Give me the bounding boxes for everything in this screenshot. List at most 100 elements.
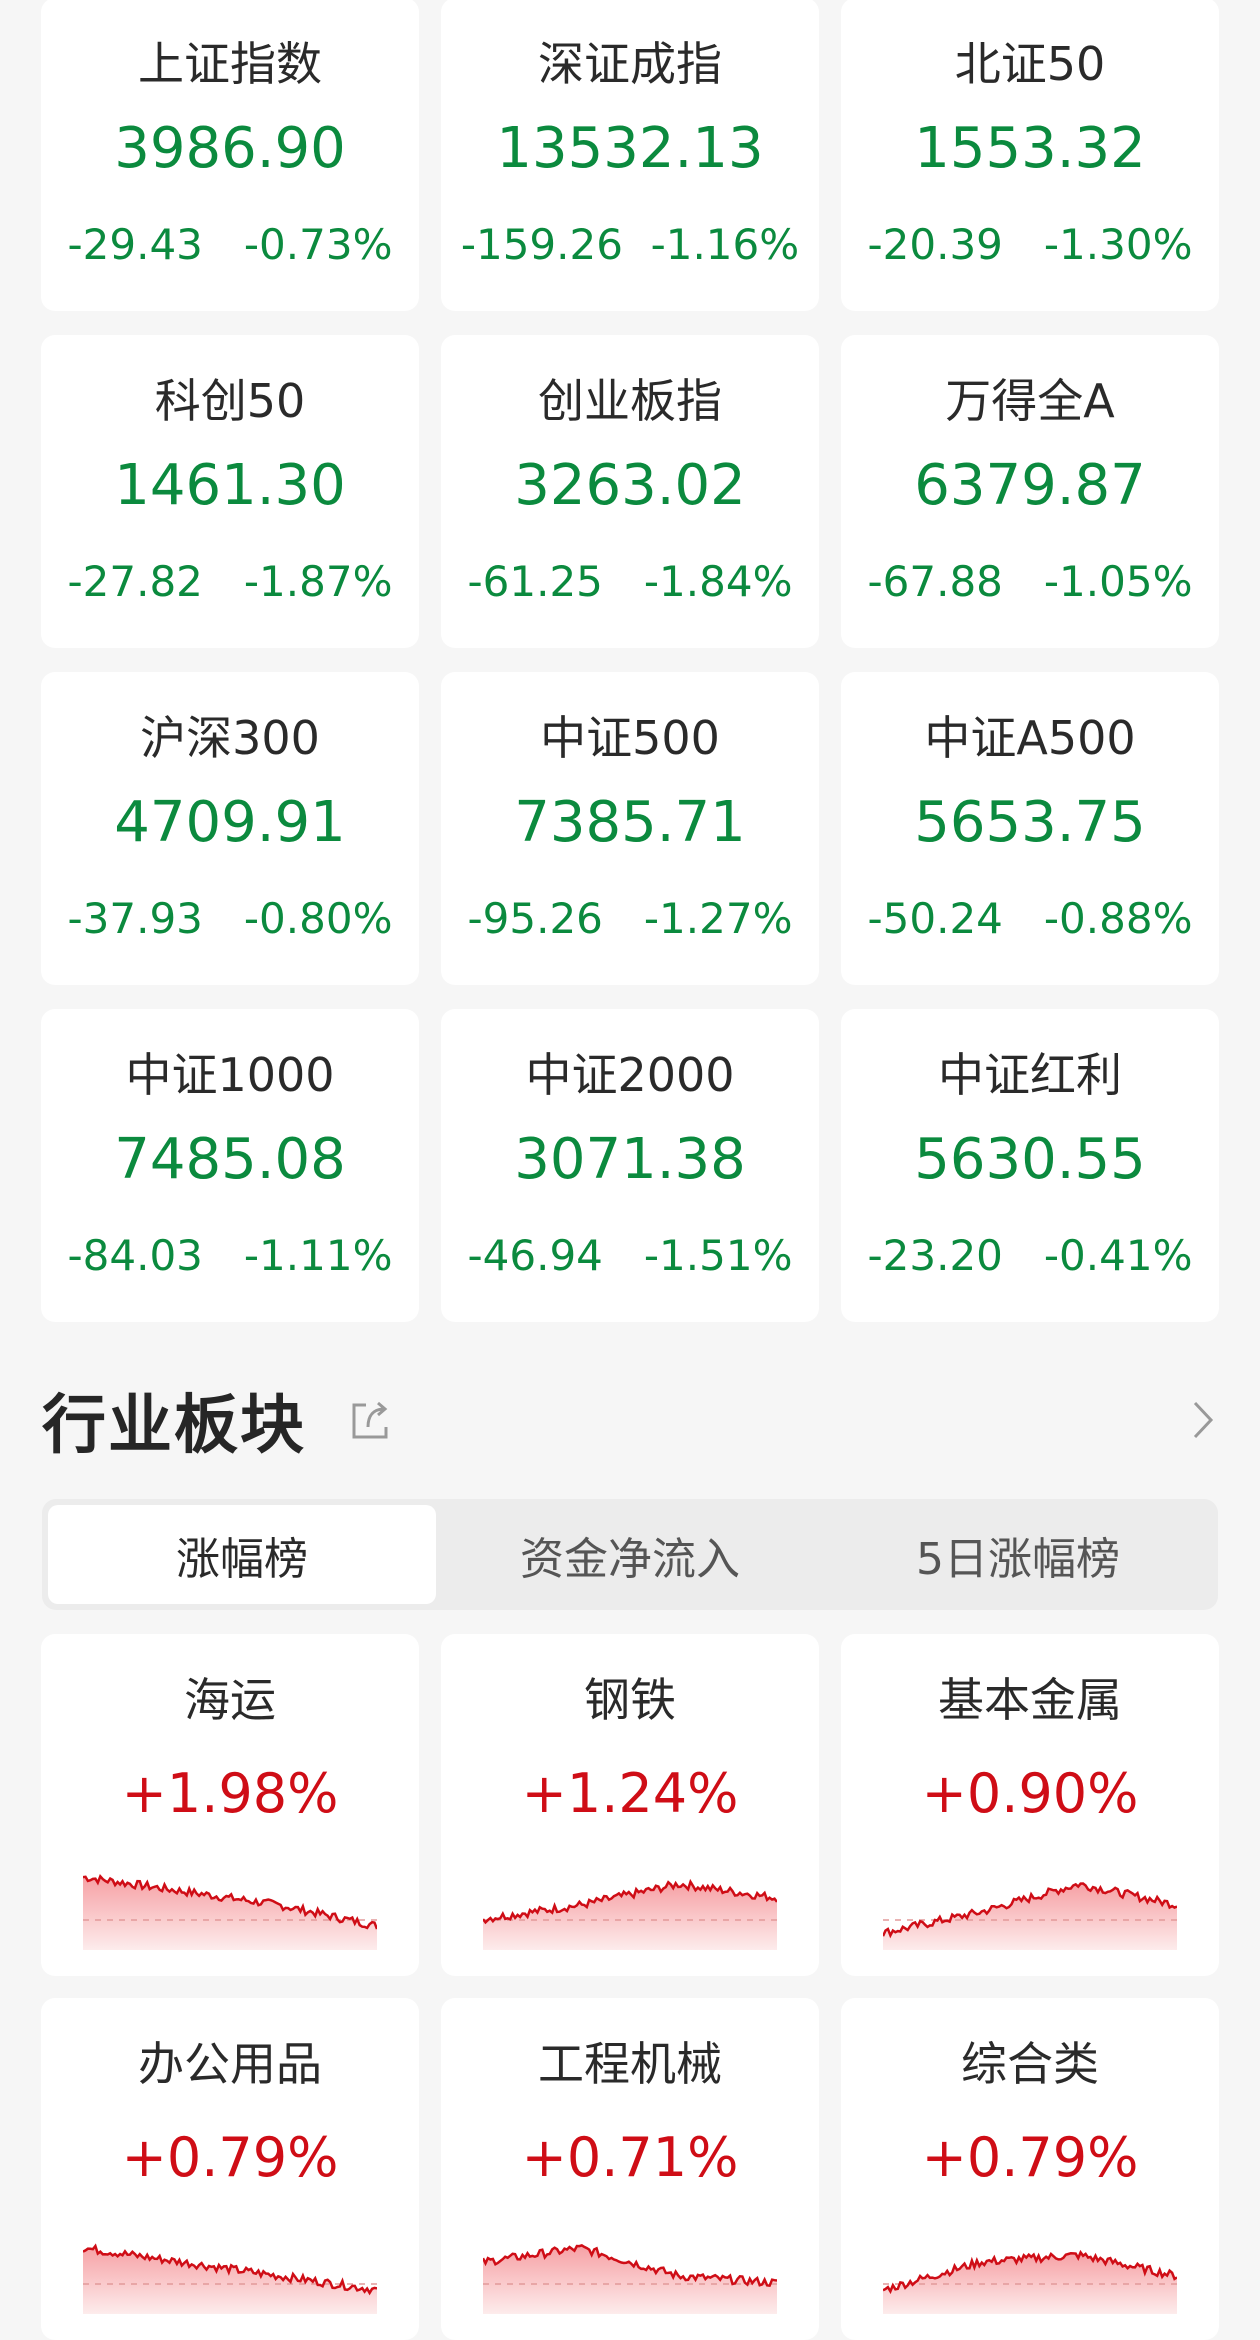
sector-sparkline — [83, 1873, 377, 1950]
index-pct: -0.73% — [243, 220, 393, 269]
index-change: -37.93 — [67, 894, 203, 943]
index-card[interactable]: 中证红利 5630.55 -23.20 -0.41% — [841, 1009, 1219, 1322]
sparkline-line — [483, 1878, 777, 1925]
sector-name: 工程机械 — [538, 2037, 722, 2091]
sector-pct: +0.79% — [921, 2126, 1139, 2189]
index-value: 3986.90 — [114, 116, 346, 181]
index-value: 1461.30 — [114, 453, 346, 518]
sector-pct: +0.71% — [521, 2126, 739, 2189]
index-value: 6379.87 — [914, 453, 1146, 518]
index-changes: -27.82 -1.87% — [41, 557, 419, 606]
index-pct: -1.05% — [1043, 557, 1193, 606]
index-name: 中证2000 — [525, 1048, 735, 1102]
index-value: 5653.75 — [914, 790, 1146, 855]
index-name: 沪深300 — [140, 711, 320, 765]
sparkline-area — [483, 1881, 777, 1950]
sparkline-area — [83, 2246, 377, 2314]
index-pct: -1.87% — [243, 557, 393, 606]
index-change: -29.43 — [67, 220, 203, 269]
index-card[interactable]: 北证50 1553.32 -20.39 -1.30% — [841, 0, 1219, 311]
sector-card[interactable]: 办公用品 +0.79% — [41, 1998, 419, 2340]
index-change: -23.20 — [867, 1231, 1003, 1280]
sector-pct: +0.79% — [121, 2126, 339, 2189]
chevron-right-icon[interactable] — [1189, 1397, 1219, 1443]
index-grid: 上证指数 3986.90 -29.43 -0.73% 深证成指 13532.13… — [41, 0, 1219, 1322]
index-card[interactable]: 万得全A 6379.87 -67.88 -1.05% — [841, 335, 1219, 648]
index-changes: -20.39 -1.30% — [841, 220, 1219, 269]
index-value: 7385.71 — [514, 790, 746, 855]
index-name: 创业板指 — [538, 374, 722, 428]
sparkline-line — [83, 2243, 377, 2296]
index-card[interactable]: 上证指数 3986.90 -29.43 -0.73% — [41, 0, 419, 311]
index-pct: -1.84% — [643, 557, 793, 606]
index-name: 中证500 — [540, 711, 720, 765]
index-changes: -159.26 -1.16% — [441, 220, 819, 269]
index-changes: -46.94 -1.51% — [441, 1231, 819, 1280]
index-change: -50.24 — [867, 894, 1003, 943]
sector-name: 综合类 — [961, 2037, 1099, 2091]
sector-sparkline — [483, 1878, 777, 1950]
sector-card[interactable]: 基本金属 +0.90% — [841, 1634, 1219, 1976]
sector-name: 办公用品 — [138, 2037, 322, 2091]
sector-sparkline — [483, 2244, 777, 2314]
sector-name: 海运 — [184, 1673, 276, 1727]
index-changes: -61.25 -1.84% — [441, 557, 819, 606]
sparkline-area — [883, 2252, 1177, 2314]
sparkline-line — [883, 2249, 1177, 2295]
index-change: -46.94 — [467, 1231, 603, 1280]
sector-pct: +1.98% — [121, 1762, 339, 1825]
tab-0[interactable]: 涨幅榜 — [48, 1505, 436, 1604]
index-change: -27.82 — [67, 557, 203, 606]
index-pct: -0.88% — [1043, 894, 1193, 943]
sector-sparkline — [83, 2243, 377, 2314]
index-value: 3263.02 — [514, 453, 746, 518]
index-card[interactable]: 中证A500 5653.75 -50.24 -0.88% — [841, 672, 1219, 985]
sector-card[interactable]: 综合类 +0.79% — [841, 1998, 1219, 2340]
index-name: 北证50 — [954, 37, 1106, 91]
tab-1[interactable]: 资金净流入 — [520, 1533, 740, 1585]
sector-pct: +0.90% — [921, 1762, 1139, 1825]
index-card[interactable]: 科创50 1461.30 -27.82 -1.87% — [41, 335, 419, 648]
index-value: 4709.91 — [114, 790, 346, 855]
index-change: -95.26 — [467, 894, 603, 943]
sector-card[interactable]: 工程机械 +0.71% — [441, 1998, 819, 2340]
index-name: 万得全A — [945, 374, 1115, 428]
index-name: 中证A500 — [924, 711, 1136, 765]
sector-card[interactable]: 钢铁 +1.24% — [441, 1634, 819, 1976]
index-name: 中证1000 — [125, 1048, 335, 1102]
index-card[interactable]: 中证2000 3071.38 -46.94 -1.51% — [441, 1009, 819, 1322]
sparkline-line — [883, 1882, 1177, 1939]
index-pct: -1.30% — [1043, 220, 1193, 269]
index-pct: -1.51% — [643, 1231, 793, 1280]
index-pct: -1.11% — [243, 1231, 393, 1280]
index-card[interactable]: 创业板指 3263.02 -61.25 -1.84% — [441, 335, 819, 648]
sector-section-header: 行业板块 — [42, 1378, 1219, 1463]
sector-sparkline — [883, 2249, 1177, 2314]
index-card[interactable]: 中证500 7385.71 -95.26 -1.27% — [441, 672, 819, 985]
share-icon[interactable] — [348, 1397, 394, 1443]
index-card[interactable]: 沪深300 4709.91 -37.93 -0.80% — [41, 672, 419, 985]
index-pct: -0.80% — [243, 894, 393, 943]
index-value: 3071.38 — [514, 1127, 746, 1192]
index-changes: -67.88 -1.05% — [841, 557, 1219, 606]
sparkline-area — [483, 2245, 777, 2314]
index-change: -159.26 — [460, 220, 623, 269]
index-change: -61.25 — [467, 557, 603, 606]
index-name: 中证红利 — [938, 1048, 1122, 1102]
sector-sparkline — [883, 1882, 1177, 1950]
sector-name: 基本金属 — [938, 1673, 1122, 1727]
index-changes: -50.24 -0.88% — [841, 894, 1219, 943]
sparkline-area — [883, 1883, 1177, 1950]
index-changes: -95.26 -1.27% — [441, 894, 819, 943]
sector-card[interactable]: 海运 +1.98% — [41, 1634, 419, 1976]
index-changes: -37.93 -0.80% — [41, 894, 419, 943]
index-value: 7485.08 — [114, 1127, 346, 1192]
index-card[interactable]: 深证成指 13532.13 -159.26 -1.16% — [441, 0, 819, 311]
sector-pct: +1.24% — [521, 1762, 739, 1825]
sparkline-area — [83, 1876, 377, 1950]
index-card[interactable]: 中证1000 7485.08 -84.03 -1.11% — [41, 1009, 419, 1322]
sector-tabs: 涨幅榜 资金净流入 5日涨幅榜 — [42, 1499, 1218, 1610]
tab-2[interactable]: 5日涨幅榜 — [916, 1533, 1120, 1585]
section-title: 行业板块 — [42, 1389, 306, 1463]
sparkline-line — [483, 2244, 777, 2288]
